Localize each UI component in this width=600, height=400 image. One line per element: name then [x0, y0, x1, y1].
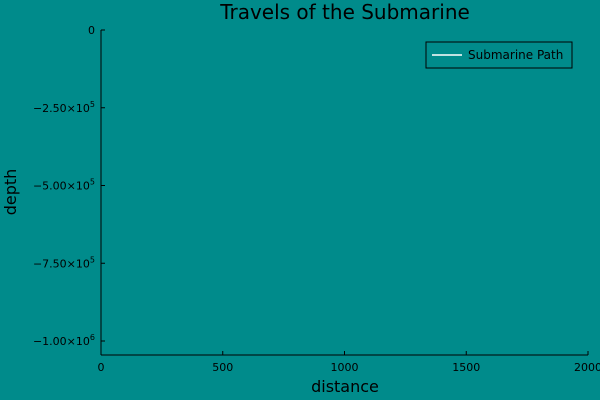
- x-axis-title: distance: [311, 377, 379, 396]
- x-axis-ticks: 0 500 1000 1500 2000: [98, 351, 600, 374]
- y-axis-title: depth: [1, 169, 20, 216]
- y-tick-label: −2.50×105: [33, 100, 95, 115]
- x-tick-label: 1500: [452, 361, 480, 374]
- y-tick-label: −1.00×106: [33, 333, 95, 348]
- x-tick-label: 0: [98, 361, 105, 374]
- y-tick-label: −7.50×105: [33, 255, 95, 270]
- plot-area: [100, 30, 588, 356]
- y-axis-ticks: 0 −2.50×105 −5.00×105 −7.50×105 −1.00×106: [33, 24, 105, 348]
- y-tick-label: −5.00×105: [33, 178, 95, 193]
- y-tick-label: 0: [88, 24, 95, 37]
- x-tick-label: 1000: [331, 361, 359, 374]
- x-tick-label: 500: [212, 361, 233, 374]
- legend-label-submarine-path: Submarine Path: [468, 48, 563, 62]
- x-tick-label: 2000: [574, 361, 600, 374]
- chart-title: Travels of the Submarine: [219, 0, 470, 24]
- legend: Submarine Path: [425, 41, 573, 69]
